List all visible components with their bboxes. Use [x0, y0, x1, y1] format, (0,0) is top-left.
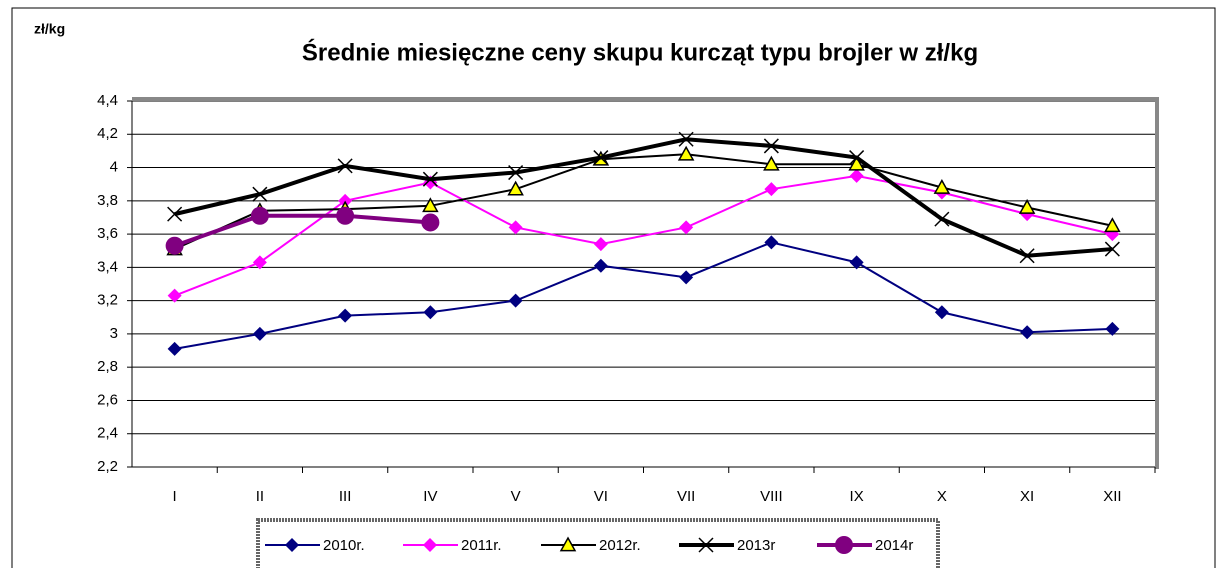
- data-point: [848, 155, 865, 171]
- data-point: [250, 206, 269, 225]
- data-point: [252, 186, 268, 202]
- y-tick-label: 2,4: [97, 425, 118, 442]
- series-line: [174, 137, 1113, 258]
- y-tick-label: 2,2: [97, 458, 118, 475]
- data-point: [422, 171, 438, 187]
- data-point: [679, 270, 694, 285]
- data-point: [1104, 217, 1121, 233]
- data-point: [336, 206, 355, 225]
- series-line: [174, 153, 1113, 250]
- data-point: [421, 213, 440, 232]
- series-line: [173, 213, 431, 248]
- x-tick-label: VI: [594, 488, 608, 505]
- legend-marker: [698, 537, 714, 553]
- data-point: [252, 255, 267, 270]
- y-tick-label: 4,2: [97, 125, 118, 142]
- x-tick-label: I: [173, 488, 177, 505]
- data-point: [764, 235, 779, 250]
- data-point: [1018, 198, 1036, 214]
- data-point: [679, 220, 694, 235]
- y-tick-label: 3,2: [97, 292, 118, 309]
- data-point: [934, 305, 949, 320]
- data-point: [764, 182, 779, 197]
- legend-label: 2013r: [737, 537, 775, 554]
- y-tick-label: 3,8: [97, 192, 118, 209]
- data-point: [508, 165, 524, 181]
- data-point: [167, 206, 183, 222]
- x-tick-label: XI: [1020, 488, 1034, 505]
- x-tick-label: VIII: [760, 488, 783, 505]
- data-point: [763, 155, 780, 171]
- x-tick-label: IX: [850, 488, 864, 505]
- data-point: [165, 236, 184, 255]
- data-point: [593, 237, 608, 252]
- data-point: [763, 138, 779, 154]
- y-tick-label: 4,4: [97, 92, 118, 109]
- plot-area: [132, 101, 1155, 467]
- legend-marker: [285, 538, 299, 552]
- data-point: [167, 288, 182, 303]
- x-tick-label: II: [256, 488, 264, 505]
- legend-label: 2011r.: [461, 537, 502, 554]
- x-tick-label: V: [511, 488, 521, 505]
- data-point: [678, 131, 694, 147]
- data-point: [934, 211, 950, 227]
- data-point: [593, 150, 609, 166]
- series-line: [174, 174, 1113, 297]
- data-point: [422, 197, 439, 213]
- data-point: [252, 326, 267, 341]
- data-point: [1019, 248, 1035, 264]
- y-tick-label: 3,4: [97, 258, 118, 275]
- legend-label: 2014r: [875, 537, 913, 554]
- data-point: [849, 150, 865, 166]
- data-point: [167, 341, 182, 356]
- data-point: [1104, 241, 1120, 257]
- data-point: [1020, 325, 1035, 340]
- legend-marker: [559, 536, 577, 552]
- data-point: [507, 180, 524, 196]
- data-point: [1105, 321, 1120, 336]
- x-tick-label: III: [339, 488, 352, 505]
- y-axis-unit: zł/kg: [34, 21, 65, 37]
- y-tick-label: 2,6: [97, 391, 118, 408]
- x-tick-label: X: [937, 488, 947, 505]
- data-point: [593, 258, 608, 273]
- y-tick-label: 2,8: [97, 358, 118, 375]
- y-tick-label: 3: [110, 325, 118, 342]
- data-point: [508, 293, 523, 308]
- x-tick-label: XII: [1103, 488, 1121, 505]
- legend-marker: [423, 538, 437, 552]
- series-line: [174, 241, 1113, 350]
- chart-title: Średnie miesięczne ceny skupu kurcząt ty…: [302, 38, 978, 66]
- data-point: [338, 308, 353, 323]
- data-point: [849, 255, 864, 270]
- data-point: [677, 145, 695, 161]
- y-tick-label: 3,6: [97, 225, 118, 242]
- data-point: [508, 220, 523, 235]
- data-point: [933, 178, 951, 194]
- legend-label: 2012r.: [599, 537, 641, 554]
- x-tick-label: IV: [423, 488, 437, 505]
- y-tick-label: 4: [110, 159, 118, 176]
- data-point: [849, 168, 864, 183]
- legend-marker: [835, 536, 853, 554]
- data-point: [337, 158, 353, 174]
- legend-label: 2010r.: [323, 537, 365, 554]
- data-point: [423, 305, 438, 320]
- x-tick-label: VII: [677, 488, 695, 505]
